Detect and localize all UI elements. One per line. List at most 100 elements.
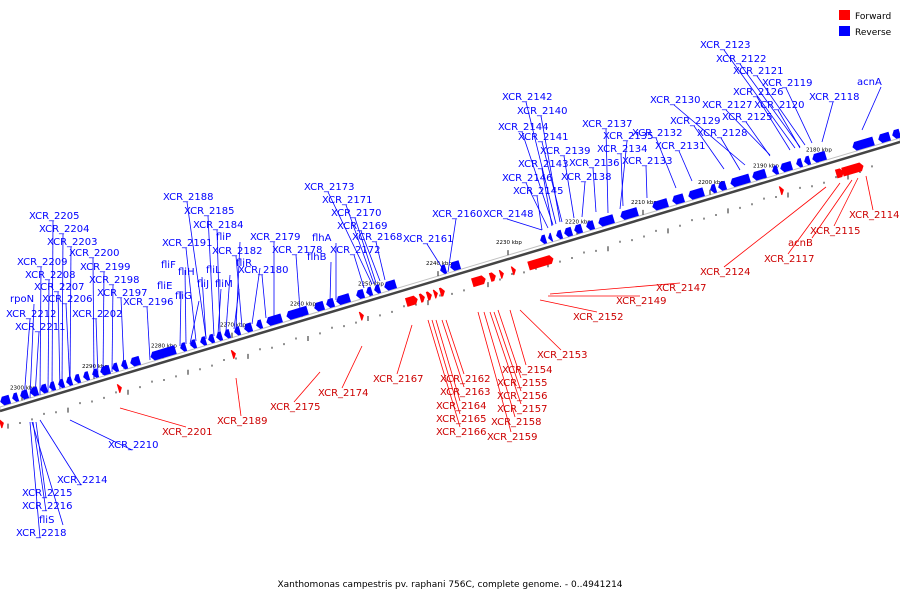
- reverse-swatch: [839, 26, 850, 36]
- forward-gene-label: XCR_2158: [491, 417, 542, 428]
- reverse-leader-line: [251, 267, 261, 325]
- reverse-gene-label: XCR_2205: [29, 211, 80, 222]
- reverse-gene-label: XCR_2203: [47, 237, 98, 248]
- forward-gene-label: XCR_2156: [497, 391, 548, 402]
- forward-leader-line: [427, 319, 461, 428]
- reverse-gene: [548, 232, 554, 242]
- reverse-gene-label: XCR_2144: [498, 122, 549, 133]
- reverse-leader-line: [235, 241, 241, 329]
- reverse-gene: [556, 229, 564, 240]
- forward-gene: [510, 266, 516, 276]
- reverse-leader-line: [785, 87, 813, 144]
- reverse-gene-label: XCR_2160: [432, 209, 483, 220]
- reverse-leader-line: [35, 421, 47, 499]
- reverse-leader-line: [69, 246, 72, 386]
- forward-gene-label: XCR_2117: [764, 254, 815, 265]
- reverse-gene-label: XCR_2142: [502, 92, 553, 103]
- reverse-gene: [688, 187, 705, 200]
- reverse-gene: [450, 260, 462, 271]
- reverse-leader-line: [186, 201, 207, 339]
- reverse-gene: [796, 158, 804, 168]
- reverse-leader-line: [201, 276, 207, 340]
- reverse-gene: [374, 284, 382, 294]
- reverse-leader-line: [225, 274, 231, 332]
- reverse-gene: [266, 313, 283, 326]
- reverse-gene: [710, 183, 718, 194]
- forward-leader-line: [549, 282, 681, 295]
- reverse-leader-line: [39, 419, 82, 486]
- reverse-gene-label: XCR_2199: [80, 262, 131, 273]
- reverse-leader-line: [31, 421, 64, 526]
- reverse-gene: [730, 173, 751, 188]
- reverse-gene: [286, 305, 309, 320]
- forward-leader-line: [865, 175, 874, 211]
- reverse-leader-line: [217, 288, 222, 335]
- legend-reverse-label: Reverse: [855, 28, 892, 38]
- reverse-leader-line: [354, 217, 377, 284]
- reverse-gene-label: XCR_2139: [540, 146, 591, 157]
- reverse-leader-line: [295, 254, 301, 311]
- reverse-leader-line: [525, 182, 549, 229]
- reverse-leader-line: [360, 230, 381, 282]
- reverse-leader-line: [521, 131, 554, 226]
- reverse-gene-label: XCR_2130: [650, 95, 701, 106]
- reverse-gene-label: XCR_2188: [163, 192, 214, 203]
- forward-gene: [527, 255, 554, 271]
- reverse-gene-label: fliG: [175, 291, 192, 302]
- reverse-leader-line: [146, 306, 151, 361]
- reverse-leader-line: [725, 109, 771, 156]
- reverse-gene: [224, 328, 232, 339]
- reverse-gene: [244, 322, 254, 333]
- leader-lines: [23, 49, 882, 539]
- reverse-gene-label: XCR_2134: [597, 144, 648, 155]
- reverse-gene-label: fliJ: [197, 279, 209, 290]
- reverse-gene-label: XCR_2180: [238, 265, 289, 276]
- reverse-leader-line: [65, 303, 71, 387]
- reverse-gene: [574, 223, 584, 234]
- reverse-leader-line: [95, 318, 99, 378]
- scale-tick-label: 2290 kbp: [82, 364, 108, 370]
- forward-leader-line: [519, 309, 562, 351]
- reverse-gene: [256, 319, 264, 329]
- scale-tick-label: 2280 kbp: [151, 343, 177, 349]
- reverse-gene: [100, 364, 112, 376]
- forward-gene-label: XCR_2155: [497, 378, 548, 389]
- reverse-leader-line: [541, 168, 553, 227]
- forward-gene: [488, 272, 496, 282]
- reverse-gene: [180, 342, 188, 352]
- forward-gene: [358, 311, 364, 321]
- forward-gene-label: XCR_2166: [436, 427, 487, 438]
- reverse-gene-label: XCR_2218: [16, 528, 67, 539]
- genome-caption: Xanthomonas campestris pv. raphani 756C,…: [277, 580, 622, 590]
- reverse-gene-label: XCR_2173: [304, 182, 355, 193]
- reverse-gene: [440, 264, 448, 274]
- reverse-gene: [92, 368, 100, 378]
- reverse-leader-line: [32, 421, 47, 512]
- forward-gene-label: XCR_2189: [217, 416, 268, 427]
- reverse-gene-label: XCR_2207: [34, 282, 85, 293]
- forward-gene-label: XCR_2163: [440, 387, 491, 398]
- forward-gene-label: XCR_2175: [270, 402, 321, 413]
- forward-gene-label: XCR_2167: [373, 374, 424, 385]
- reverse-gene: [150, 345, 177, 361]
- reverse-gene: [121, 359, 129, 370]
- forward-leader-line: [489, 311, 522, 405]
- reverse-gene: [326, 297, 336, 308]
- forward-gene: [778, 186, 784, 196]
- forward-leader-line: [787, 182, 841, 255]
- reverse-gene-label: fliL: [206, 265, 221, 276]
- reverse-gene-label: XCR_2120: [754, 100, 805, 111]
- reverse-gene-label: XCR_2200: [69, 248, 120, 259]
- forward-gene: [404, 295, 418, 307]
- legend: Forward Reverse: [839, 10, 892, 38]
- reverse-gene: [780, 161, 794, 173]
- reverse-gene: [0, 394, 12, 406]
- forward-gene-label: XCR_2124: [700, 267, 751, 278]
- forward-leader-line: [539, 299, 598, 313]
- reverse-leader-line: [673, 104, 746, 166]
- reverse-leader-line: [47, 279, 50, 393]
- forward-gene: [418, 293, 425, 303]
- reverse-leader-line: [756, 96, 791, 151]
- forward-gene-label: XCR_2162: [440, 374, 491, 385]
- reverse-leader-line: [723, 49, 796, 149]
